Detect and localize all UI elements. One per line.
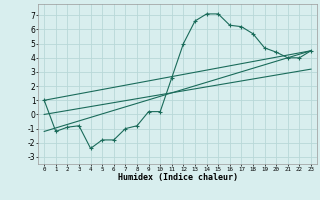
X-axis label: Humidex (Indice chaleur): Humidex (Indice chaleur) [118,173,238,182]
